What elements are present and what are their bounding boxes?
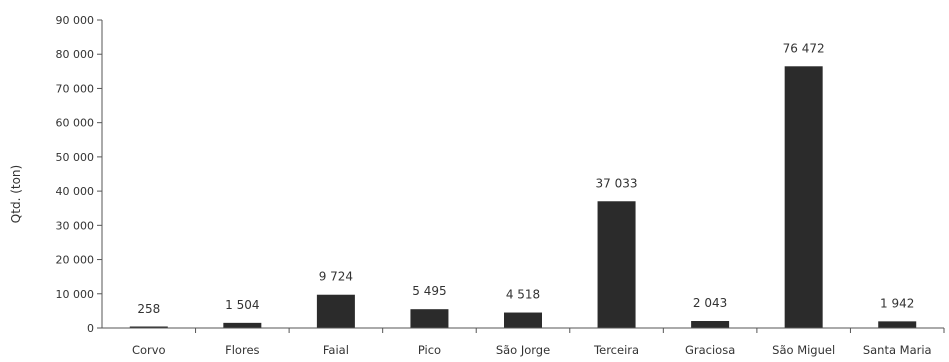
x-tick-label: São Jorge: [496, 343, 550, 357]
y-tick-label: 60 000: [56, 117, 95, 130]
y-tick-label: 0: [87, 322, 94, 335]
y-tick-label: 20 000: [56, 254, 95, 267]
x-tick-label: Faial: [323, 343, 349, 357]
x-axis: Corvo Flores Faial Pico São Jorge Terceira Gra…: [102, 328, 944, 357]
y-tick-label: 80 000: [56, 48, 95, 61]
bar: [785, 66, 823, 328]
x-tick-label: Terceira: [593, 343, 639, 357]
data-label: 1 504: [225, 298, 259, 312]
y-tick-label: 10 000: [56, 288, 95, 301]
x-tick-label: Santa Maria: [863, 343, 932, 357]
x-tick-label: Pico: [418, 343, 441, 357]
data-label: 76 472: [783, 41, 825, 55]
bar: [317, 295, 355, 328]
bar: [410, 309, 448, 328]
x-tick-label: Flores: [225, 343, 259, 357]
bar: [691, 321, 729, 328]
y-tick-label: 90 000: [56, 14, 95, 27]
bar: [598, 201, 636, 328]
y-tick-label: 70 000: [56, 82, 95, 95]
data-label: 4 518: [506, 288, 540, 302]
bar: [223, 323, 261, 328]
y-tick-label: 40 000: [56, 185, 95, 198]
data-label: 9 724: [319, 270, 353, 284]
y-axis: 0 10 000 20 000 30 000 40 000 50 000 60 000 70 …: [56, 14, 103, 335]
data-label: 258: [137, 302, 160, 316]
bar: [504, 313, 542, 328]
bar: [878, 321, 916, 328]
x-tick-label: São Miguel: [772, 343, 835, 357]
data-label: 37 033: [596, 176, 638, 190]
y-tick-label: 50 000: [56, 151, 95, 164]
x-tick-label: Corvo: [132, 343, 166, 357]
x-tick-label: Graciosa: [685, 343, 735, 357]
data-label: 1 942: [880, 296, 914, 310]
data-label: 5 495: [412, 284, 446, 298]
data-label: 2 043: [693, 296, 727, 310]
y-axis-title: Qtd. (ton): [9, 165, 23, 223]
y-tick-label: 30 000: [56, 219, 95, 232]
